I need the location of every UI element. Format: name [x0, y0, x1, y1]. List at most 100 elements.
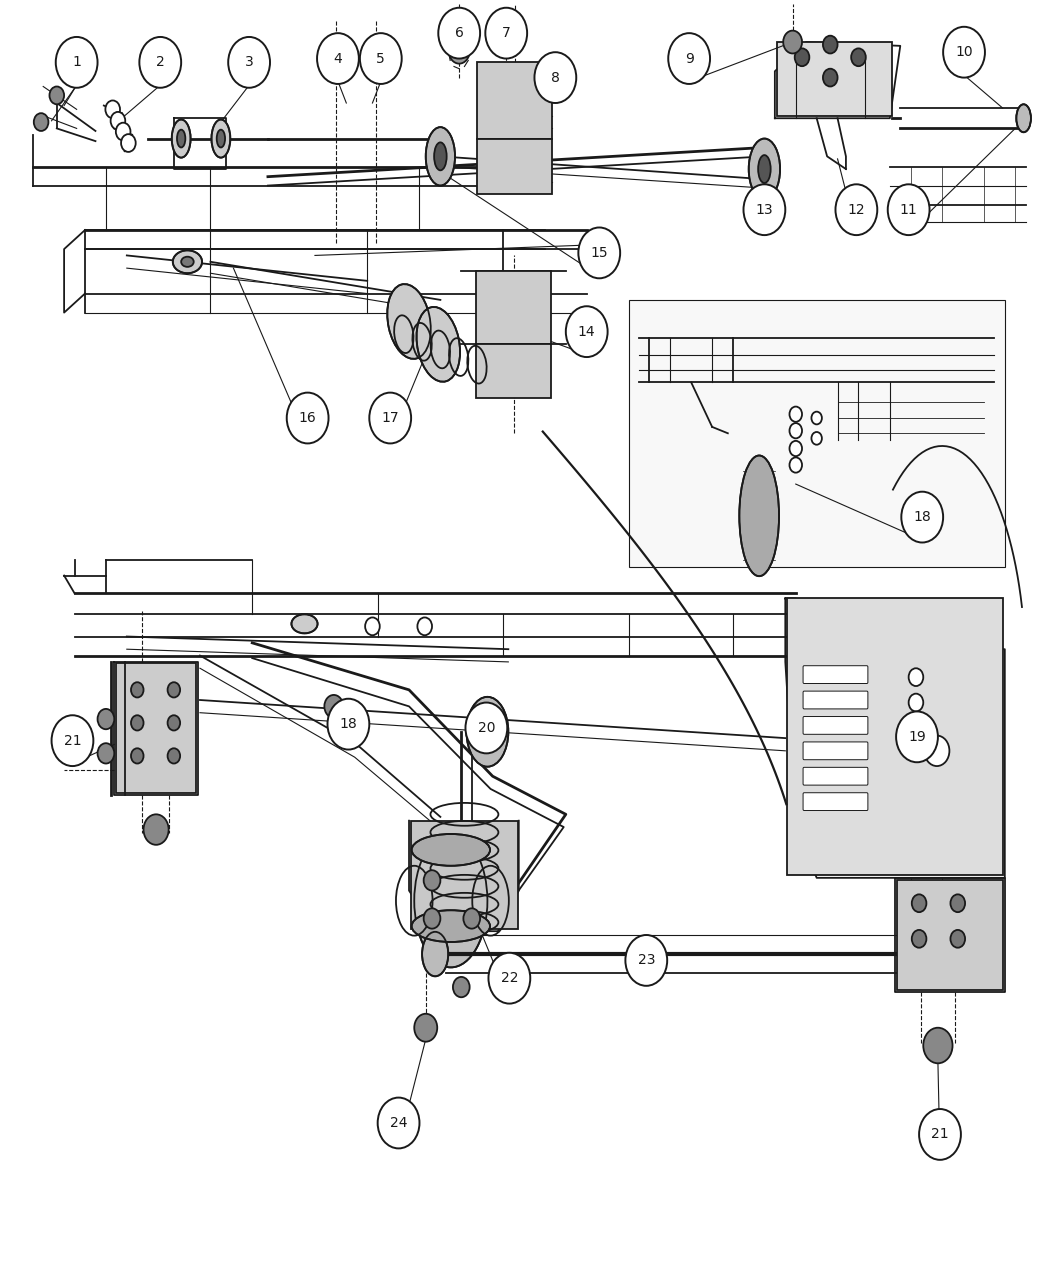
Text: 18: 18: [914, 510, 931, 524]
Ellipse shape: [172, 120, 191, 158]
Circle shape: [168, 682, 180, 698]
Circle shape: [414, 1013, 437, 1041]
Circle shape: [449, 38, 470, 64]
Circle shape: [493, 17, 520, 50]
Text: 19: 19: [909, 729, 925, 743]
Circle shape: [669, 33, 711, 84]
Circle shape: [97, 743, 114, 764]
FancyBboxPatch shape: [803, 742, 868, 760]
Ellipse shape: [291, 615, 318, 634]
FancyBboxPatch shape: [803, 768, 868, 785]
FancyBboxPatch shape: [476, 345, 551, 397]
Circle shape: [463, 909, 480, 928]
Text: 21: 21: [932, 1128, 948, 1142]
FancyBboxPatch shape: [803, 666, 868, 684]
Ellipse shape: [1017, 104, 1031, 132]
Circle shape: [116, 122, 130, 140]
Text: 13: 13: [756, 202, 773, 216]
Ellipse shape: [212, 120, 231, 158]
Circle shape: [783, 31, 802, 53]
Text: 10: 10: [955, 46, 973, 60]
Circle shape: [823, 36, 837, 53]
Circle shape: [578, 228, 620, 279]
Circle shape: [811, 432, 822, 444]
Circle shape: [912, 929, 926, 947]
Circle shape: [835, 185, 877, 236]
Ellipse shape: [412, 834, 490, 866]
FancyBboxPatch shape: [777, 42, 892, 116]
Circle shape: [453, 976, 470, 997]
Circle shape: [789, 457, 802, 472]
Text: 17: 17: [381, 411, 399, 425]
Circle shape: [488, 952, 530, 1003]
Circle shape: [919, 1109, 961, 1160]
Circle shape: [789, 406, 802, 421]
Circle shape: [485, 8, 527, 59]
Circle shape: [365, 617, 379, 635]
Text: 6: 6: [455, 27, 463, 41]
Circle shape: [131, 715, 144, 731]
Circle shape: [318, 33, 358, 84]
FancyBboxPatch shape: [803, 717, 868, 735]
Text: 11: 11: [900, 202, 917, 216]
Circle shape: [896, 712, 938, 763]
Circle shape: [912, 895, 926, 913]
Circle shape: [566, 307, 608, 356]
Circle shape: [144, 815, 169, 845]
Circle shape: [56, 37, 97, 88]
Circle shape: [465, 703, 507, 754]
Circle shape: [909, 668, 923, 686]
FancyBboxPatch shape: [629, 300, 1005, 566]
Circle shape: [923, 1027, 953, 1063]
Circle shape: [888, 185, 930, 236]
Text: 1: 1: [72, 55, 81, 69]
Text: 5: 5: [376, 51, 386, 65]
Ellipse shape: [422, 932, 449, 976]
Circle shape: [789, 423, 802, 438]
Circle shape: [111, 112, 126, 130]
Circle shape: [534, 52, 576, 103]
Circle shape: [49, 87, 64, 104]
FancyBboxPatch shape: [787, 598, 1003, 876]
Circle shape: [287, 392, 328, 443]
Circle shape: [901, 491, 943, 542]
Ellipse shape: [414, 834, 487, 967]
Text: 16: 16: [299, 411, 316, 425]
Ellipse shape: [758, 155, 770, 183]
Circle shape: [327, 699, 369, 750]
Circle shape: [131, 749, 144, 764]
Circle shape: [417, 617, 432, 635]
Circle shape: [851, 48, 866, 66]
Ellipse shape: [425, 127, 455, 186]
Circle shape: [943, 27, 985, 78]
Text: 14: 14: [577, 325, 595, 339]
Text: 12: 12: [848, 202, 866, 216]
Text: 15: 15: [590, 246, 608, 260]
Circle shape: [909, 719, 923, 737]
Circle shape: [951, 895, 965, 913]
Circle shape: [168, 715, 180, 731]
Circle shape: [122, 134, 135, 151]
Circle shape: [106, 101, 121, 118]
Circle shape: [359, 33, 401, 84]
Text: 21: 21: [64, 733, 82, 747]
Ellipse shape: [479, 715, 496, 747]
Circle shape: [794, 48, 809, 66]
Text: 20: 20: [478, 721, 495, 735]
Circle shape: [626, 934, 668, 985]
FancyBboxPatch shape: [116, 663, 196, 793]
Circle shape: [347, 714, 366, 737]
Circle shape: [377, 1097, 419, 1148]
Circle shape: [823, 69, 837, 87]
FancyBboxPatch shape: [411, 821, 518, 928]
Circle shape: [743, 185, 785, 236]
FancyBboxPatch shape: [897, 881, 1003, 989]
Text: 24: 24: [390, 1116, 408, 1130]
Text: 3: 3: [245, 55, 254, 69]
Circle shape: [97, 709, 114, 729]
Circle shape: [811, 411, 822, 424]
FancyBboxPatch shape: [803, 793, 868, 811]
Circle shape: [325, 695, 343, 718]
Ellipse shape: [416, 307, 460, 382]
Circle shape: [423, 909, 440, 928]
